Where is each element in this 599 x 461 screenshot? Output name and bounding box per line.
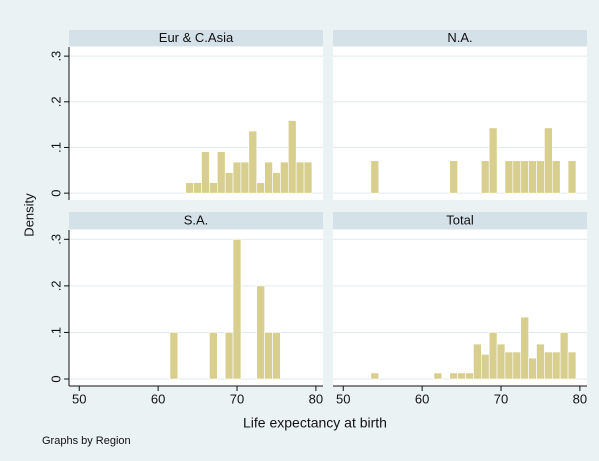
bar: [201, 151, 210, 194]
x-tick-label: 80: [573, 391, 587, 406]
bar: [520, 316, 529, 380]
bar: [240, 161, 250, 194]
bar: [488, 332, 498, 380]
bar: [264, 161, 273, 194]
bar: [433, 372, 443, 380]
panel-header: [69, 30, 323, 46]
bar: [272, 332, 281, 380]
bar: [295, 161, 305, 194]
bar: [370, 160, 380, 194]
bar: [520, 160, 529, 194]
bar: [449, 372, 458, 380]
bar: [224, 332, 234, 380]
bar: [512, 351, 522, 380]
bar: [504, 351, 514, 380]
bar: [232, 239, 242, 380]
bar: [287, 120, 297, 194]
bar: [480, 354, 490, 380]
x-tick-label: 70: [230, 391, 244, 406]
bar: [185, 182, 194, 194]
bar: [551, 160, 561, 194]
x-tick-label: 60: [415, 391, 429, 406]
panel-title: S.A.: [184, 212, 209, 227]
y-tick-label: .1: [48, 327, 63, 338]
bar: [559, 332, 569, 380]
bar: [551, 351, 561, 380]
bar: [272, 172, 281, 194]
bar: [465, 372, 474, 380]
panel-title: N.A.: [447, 30, 472, 45]
bar: [232, 161, 242, 194]
y-tick-label: .3: [48, 51, 63, 62]
bar: [504, 160, 514, 194]
bar: [567, 160, 577, 194]
bar: [528, 357, 537, 380]
bar: [256, 182, 265, 194]
x-tick-label: 60: [151, 391, 165, 406]
bar: [256, 285, 265, 380]
y-tick-label: .3: [48, 234, 63, 245]
bar: [449, 160, 458, 194]
bar: [536, 343, 545, 380]
bar: [264, 332, 273, 380]
bar: [512, 160, 522, 194]
panel-header: [333, 30, 587, 46]
x-tick-label: 50: [72, 391, 86, 406]
bar: [209, 182, 218, 194]
panel-title: Eur & C.Asia: [159, 30, 234, 45]
bar: [193, 182, 202, 194]
bar: [528, 160, 537, 194]
bar: [536, 160, 545, 194]
bar: [303, 161, 313, 194]
bar: [544, 127, 553, 194]
y-tick-label: 0: [48, 190, 63, 197]
bar: [544, 351, 553, 380]
bar: [169, 332, 179, 380]
bar: [480, 160, 490, 194]
bar: [370, 372, 380, 380]
bar: [280, 161, 289, 194]
panel-title: Total: [446, 212, 474, 227]
x-tick-label: 50: [336, 391, 350, 406]
panel-header: [69, 212, 323, 229]
y-tick-label: .1: [48, 142, 63, 153]
y-tick-label: .2: [48, 280, 63, 291]
x-tick-label: 80: [309, 391, 323, 406]
bar: [216, 151, 226, 194]
bar: [457, 372, 466, 380]
y-axis-label: Density: [21, 193, 36, 237]
note: Graphs by Region: [42, 435, 131, 447]
bar: [567, 351, 577, 380]
bar: [248, 130, 258, 194]
bar: [224, 172, 234, 194]
plot-area: [69, 230, 323, 386]
y-tick-label: .2: [48, 96, 63, 107]
bar: [473, 343, 482, 380]
y-tick-label: 0: [48, 375, 63, 382]
x-axis-label: Life expectancy at birth: [243, 415, 387, 431]
panel-header: [333, 212, 587, 229]
bar: [209, 332, 218, 380]
bar: [496, 343, 506, 380]
bar: [488, 127, 498, 194]
x-tick-label: 70: [494, 391, 508, 406]
